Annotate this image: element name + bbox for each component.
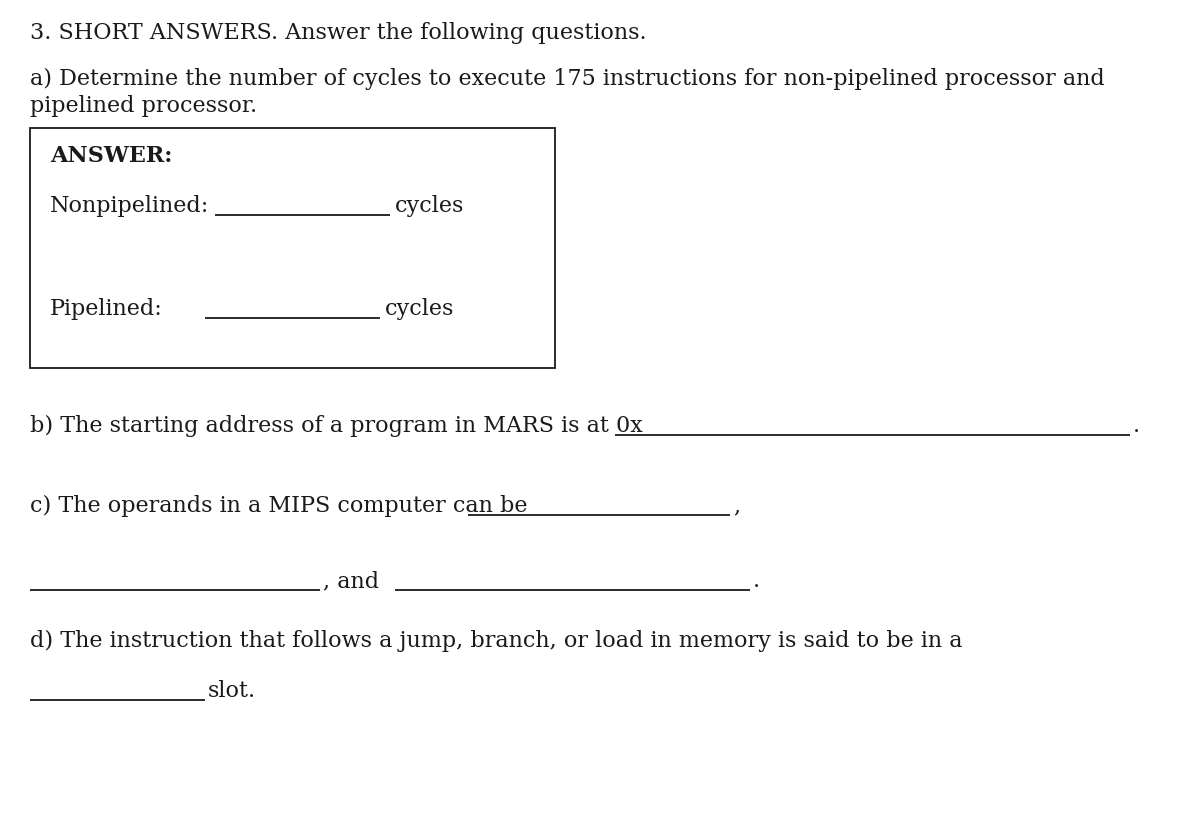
Text: ,: , xyxy=(733,495,740,517)
Text: Pipelined:: Pipelined: xyxy=(50,298,163,320)
Bar xyxy=(30,128,554,368)
Text: a) Determine the number of cycles to execute 175 instructions for non-pipelined : a) Determine the number of cycles to exe… xyxy=(30,68,1105,90)
Text: cycles: cycles xyxy=(395,195,464,217)
Text: 3. SHORT ANSWERS. Answer the following questions.: 3. SHORT ANSWERS. Answer the following q… xyxy=(30,22,647,44)
Text: ANSWER:: ANSWER: xyxy=(50,145,173,167)
Text: Nonpipelined:: Nonpipelined: xyxy=(50,195,209,217)
Text: cycles: cycles xyxy=(385,298,455,320)
Text: b) The starting address of a program in MARS is at 0x: b) The starting address of a program in … xyxy=(30,415,643,437)
Text: d) The instruction that follows a jump, branch, or load in memory is said to be : d) The instruction that follows a jump, … xyxy=(30,630,962,652)
Text: .: . xyxy=(754,570,760,592)
Text: , and: , and xyxy=(323,570,379,592)
Text: .: . xyxy=(1133,415,1140,437)
Text: slot.: slot. xyxy=(208,680,256,702)
Text: c) The operands in a MIPS computer can be: c) The operands in a MIPS computer can b… xyxy=(30,495,535,517)
Text: pipelined processor.: pipelined processor. xyxy=(30,95,257,117)
